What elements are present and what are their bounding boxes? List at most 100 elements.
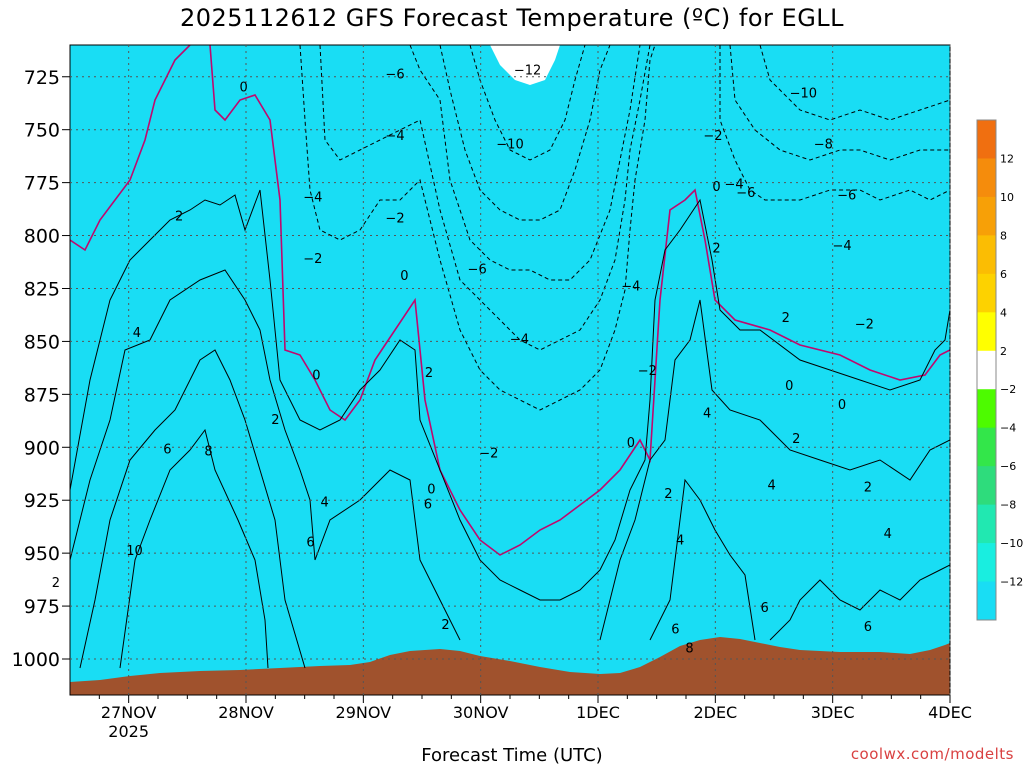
x-tick-label: 2DEC: [693, 703, 737, 722]
isotherm-label: 0: [785, 379, 793, 394]
chart-title: 2025112612 GFS Forecast Temperature (ºC)…: [179, 4, 845, 32]
y-tick-label: 975: [24, 596, 60, 618]
isotherm-label: −10: [790, 87, 817, 102]
colorbar-swatch: [977, 273, 996, 313]
isotherm-label: 0: [400, 269, 408, 284]
y-tick-label: 1000: [12, 649, 60, 671]
isotherm-label: 2: [425, 366, 433, 381]
colorbar-swatch: [977, 158, 996, 198]
isotherm-label: 2: [782, 311, 790, 326]
isotherm-label: 4: [676, 533, 684, 548]
isotherm-label: −4: [385, 129, 404, 144]
y-tick-label: 775: [24, 173, 60, 195]
isotherm-line: [70, 189, 950, 601]
colorbar-label: 10: [1000, 191, 1014, 204]
colorbar-label: 12: [1000, 152, 1014, 165]
isotherm-line: [70, 269, 461, 641]
colorbar-swatch: [977, 466, 996, 506]
colorbar-frame: [976, 119, 997, 621]
colorbar-label: −2: [1000, 383, 1016, 396]
isotherm-label: 2: [712, 241, 720, 256]
colorbar-swatch: [977, 350, 996, 390]
colorbar-label: 8: [1000, 229, 1007, 242]
x-axis: 27NOV 28NOV 29NOV 30NOV 1DEC 2DEC 3DEC 4DEC 2025: [98, 695, 972, 741]
isotherm-label: −6: [468, 262, 487, 277]
isotherm-label: −2: [638, 364, 657, 379]
isotherm-label: −2: [385, 212, 404, 227]
isotherm-label: 10: [126, 544, 143, 559]
colorbar-swatch: [977, 581, 996, 621]
isotherm-label: 4: [320, 495, 328, 510]
isotherm-line: [439, 45, 611, 221]
isotherm-line: [70, 45, 950, 556]
isotherm-label: 6: [306, 536, 314, 551]
x-tick-label: 28NOV: [218, 703, 274, 722]
isotherm-label: −2: [855, 317, 874, 332]
isotherm-label: −6: [837, 188, 856, 203]
isotherm-label: 0: [838, 398, 846, 413]
isotherm-label: 2: [792, 432, 800, 447]
y-tick-label: 725: [24, 67, 60, 89]
isotherm-line: [299, 45, 950, 411]
isotherm-label: −4: [303, 190, 322, 205]
temp-band-below-minus12: [70, 45, 950, 695]
isotherm-contours: [70, 45, 950, 669]
isotherm-label: 6: [163, 442, 171, 457]
isotherm-label: 0: [427, 483, 435, 498]
isotherm-label: 2: [271, 413, 279, 428]
source-credit[interactable]: coolwx.com/modelts: [850, 745, 1014, 763]
x-tick-label: 29NOV: [336, 703, 392, 722]
isotherm-label: 2: [175, 209, 183, 224]
isotherm-line: [319, 45, 950, 351]
isotherm-label: −8: [814, 138, 833, 153]
isotherm-label: 2: [441, 618, 449, 633]
y-tick-label: 875: [24, 384, 60, 406]
isotherm-line: [79, 299, 950, 669]
isotherm-label: 2: [52, 576, 60, 591]
isotherm-line: [119, 428, 950, 669]
isotherm-label: 4: [768, 478, 776, 493]
isotherm-label: 6: [864, 620, 872, 635]
y-tick-label: 750: [24, 120, 60, 142]
isotherm-label: −6: [736, 186, 755, 201]
x-tick-label: 3DEC: [811, 703, 855, 722]
colorbar-swatch: [977, 196, 996, 236]
colorbar-swatch: [977, 235, 996, 275]
isotherm-label: 4: [133, 326, 141, 341]
grid-lines: [70, 45, 951, 695]
isotherm-label: 6: [671, 622, 679, 637]
y-tick-label: 925: [24, 490, 60, 512]
colorbar-label: −6: [1000, 460, 1016, 473]
isotherm-label: 2: [664, 487, 672, 502]
isotherm-label: −6: [385, 68, 404, 83]
isotherm-line: [409, 45, 950, 281]
x-tick-label: 27NOV: [101, 703, 157, 722]
isotherm-label: 4: [703, 406, 711, 421]
temperature-fill-layers: [70, 45, 950, 695]
x-tick-label: 4DEC: [928, 703, 972, 722]
isotherm-label: −2: [703, 129, 722, 144]
isotherm-label: 0: [240, 80, 248, 95]
y-tick-label: 825: [24, 278, 60, 300]
colorbar-label: −8: [1000, 499, 1016, 512]
colorbar-label: 4: [1000, 306, 1007, 319]
isotherm-label: 0: [627, 436, 635, 451]
isotherm-label: 8: [685, 641, 693, 656]
colorbar-label: 2: [1000, 345, 1007, 358]
colorbar-swatch: [977, 427, 996, 467]
y-tick-label: 900: [24, 437, 60, 459]
y-tick-label: 950: [24, 543, 60, 565]
isotherm-label: 0: [712, 180, 720, 195]
colorbar-label: −10: [1000, 537, 1023, 550]
colorbar-swatch: [977, 389, 996, 429]
isotherm-label: −4: [725, 178, 744, 193]
colorbar-swatch: [977, 504, 996, 544]
colorbar-label: 6: [1000, 268, 1007, 281]
isotherm-label: −4: [621, 279, 640, 294]
isotherm-label: 6: [424, 497, 432, 512]
x-year-label: 2025: [108, 722, 149, 741]
colorbar-swatch: [977, 312, 996, 352]
y-tick-label: 800: [24, 226, 60, 248]
isotherm-label: 6: [760, 601, 768, 616]
